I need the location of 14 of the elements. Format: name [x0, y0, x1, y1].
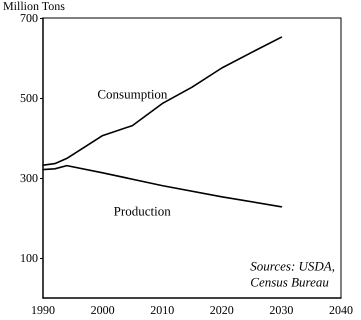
y-axis-title: Million Tons [3, 0, 66, 14]
x-tick-label: 2030 [269, 303, 294, 317]
x-tick-label: 2040 [329, 303, 353, 317]
y-tick-label: 500 [20, 91, 38, 105]
x-tick-label: 2000 [90, 303, 115, 317]
y-tick-label: 100 [20, 251, 38, 265]
x-tick-label: 2020 [210, 303, 234, 317]
annotation: Sources: USDA, Census Bureau [250, 258, 336, 290]
series-label: Consumption [97, 86, 168, 102]
y-tick-label: 300 [20, 171, 38, 185]
x-tick-label: 2010 [150, 303, 174, 317]
x-tick-label: 1990 [31, 303, 55, 317]
series-label: Production [114, 204, 172, 219]
y-tick-label: 700 [20, 11, 38, 25]
